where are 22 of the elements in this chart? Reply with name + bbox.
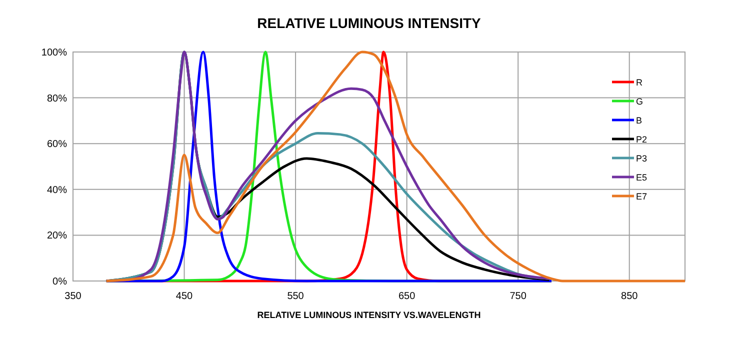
chart-title: RELATIVE LUMINOUS INTENSITY <box>257 15 482 31</box>
legend-label: P2 <box>636 134 648 144</box>
line-series <box>105 50 686 282</box>
legend-label: P3 <box>636 154 648 164</box>
y-tick-label: 40% <box>46 184 68 196</box>
x-tick-label: 750 <box>510 291 527 302</box>
x-tick-label: 450 <box>176 291 194 302</box>
x-tick-label: 550 <box>287 291 304 302</box>
x-axis-title: RELATIVE LUMINOUS INTENSITY VS.WAVELENGTH <box>257 310 481 320</box>
legend-label: B <box>636 116 642 126</box>
legend-label: R <box>636 78 643 88</box>
legend-label: E7 <box>636 192 648 202</box>
x-tick-label: 350 <box>64 291 82 302</box>
legend-label: E5 <box>636 172 648 182</box>
y-tick-label: 20% <box>46 230 68 242</box>
y-tick-label: 60% <box>46 139 68 150</box>
x-tick-label: 850 <box>621 291 638 302</box>
legend-label: G <box>636 96 644 106</box>
y-tick-label: 0% <box>52 276 68 288</box>
x-tick-label: 650 <box>398 291 416 302</box>
y-tick-label: 80% <box>46 93 68 104</box>
y-tick-label: 100% <box>41 48 68 58</box>
